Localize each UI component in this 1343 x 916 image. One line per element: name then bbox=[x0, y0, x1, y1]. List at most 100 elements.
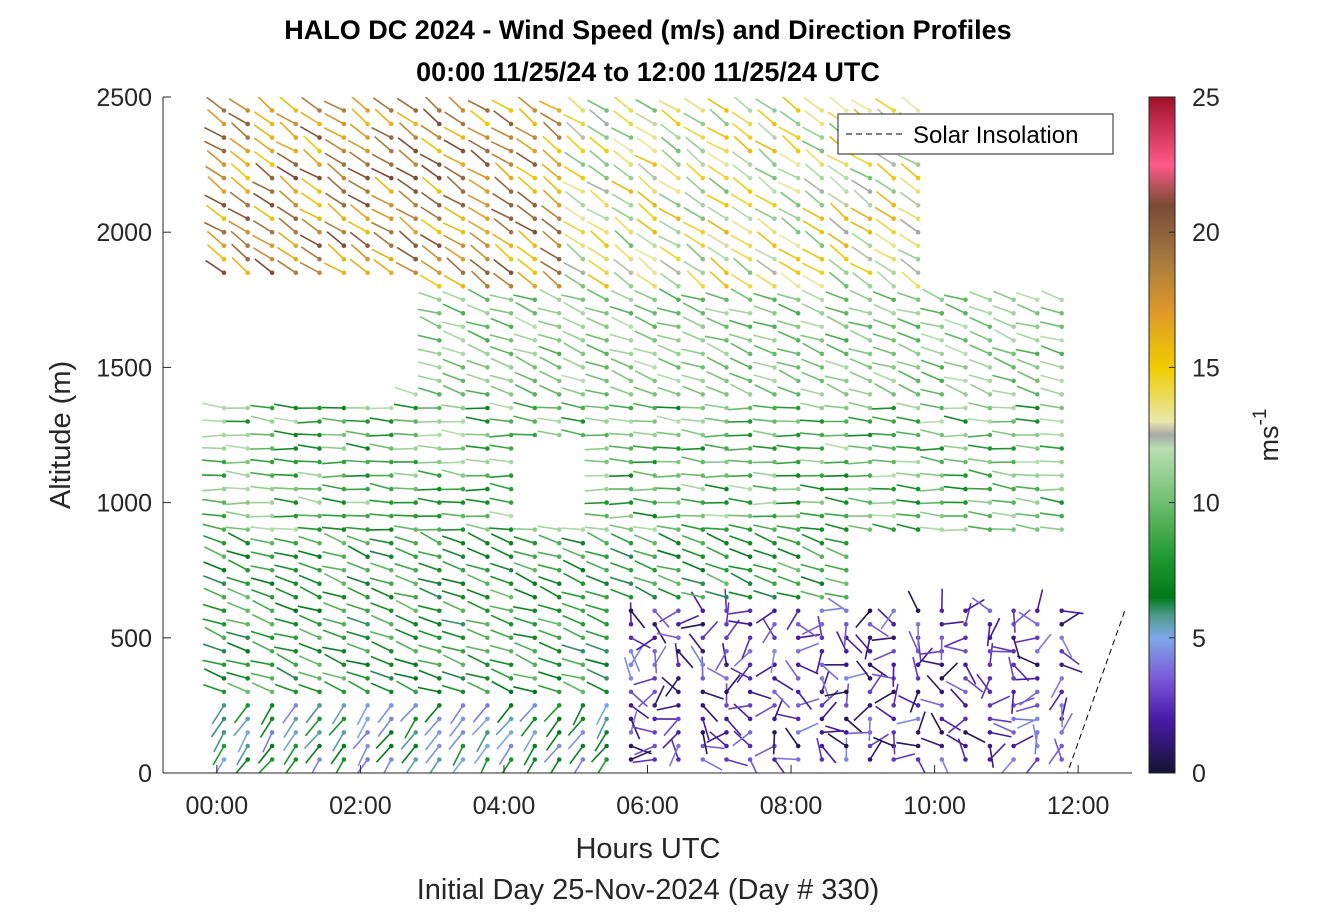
wind-barb-head bbox=[581, 622, 586, 627]
wind-barb-head bbox=[652, 203, 657, 208]
wind-barb-head bbox=[868, 649, 873, 654]
wind-barb-head bbox=[604, 419, 609, 424]
wind-barb-head bbox=[796, 581, 801, 586]
wind-barb-head bbox=[916, 325, 921, 330]
wind-barb-head bbox=[413, 460, 418, 465]
wind-barb bbox=[346, 515, 368, 516]
wind-barb-head bbox=[676, 149, 681, 154]
wind-barb-head bbox=[509, 500, 514, 505]
wind-barb-head bbox=[844, 203, 849, 208]
wind-barb-head bbox=[724, 271, 729, 276]
wind-barb-head bbox=[604, 352, 609, 357]
wind-barb-head bbox=[222, 636, 227, 641]
wind-barb-head bbox=[342, 419, 347, 424]
wind-barb-head bbox=[676, 189, 681, 194]
wind-barb-head bbox=[581, 581, 586, 586]
wind-barb-head bbox=[652, 379, 657, 384]
wind-barb-head bbox=[270, 230, 275, 235]
wind-barb-head bbox=[844, 392, 849, 397]
wind-barb-head bbox=[1059, 636, 1064, 641]
wind-barb-head bbox=[389, 149, 394, 154]
wind-barb-head bbox=[844, 500, 849, 505]
wind-barb-head bbox=[581, 162, 586, 167]
wind-barb-head bbox=[461, 757, 466, 762]
wind-barb-head bbox=[461, 500, 466, 505]
wind-barb-head bbox=[772, 230, 777, 235]
wind-barb-head bbox=[437, 311, 442, 316]
wind-barb-head bbox=[868, 108, 873, 113]
wind-barb-head bbox=[413, 649, 418, 654]
wind-barb-head bbox=[772, 311, 777, 316]
wind-barb bbox=[1040, 475, 1062, 476]
wind-barb-head bbox=[652, 108, 657, 113]
wind-barb-head bbox=[820, 757, 825, 762]
wind-barb-head bbox=[652, 338, 657, 343]
wind-barb-head bbox=[509, 473, 514, 478]
wind-barb-head bbox=[1059, 352, 1064, 357]
wind-barb-head bbox=[988, 703, 993, 708]
wind-barb-head bbox=[342, 703, 347, 708]
wind-barb-head bbox=[844, 176, 849, 181]
wind-barb-head bbox=[748, 352, 753, 357]
wind-barb-head bbox=[365, 230, 370, 235]
wind-barb-head bbox=[796, 690, 801, 695]
wind-barb-head bbox=[270, 676, 275, 681]
wind-barb-head bbox=[701, 609, 706, 614]
wind-barb-head bbox=[988, 717, 993, 722]
y-tick-label: 500 bbox=[110, 625, 152, 653]
wind-barb-head bbox=[868, 500, 873, 505]
wind-barb-head bbox=[652, 311, 657, 316]
wind-barb-head bbox=[317, 122, 322, 127]
wind-barb-head bbox=[509, 230, 514, 235]
wind-barb bbox=[776, 421, 798, 422]
wind-barb-head bbox=[294, 527, 299, 532]
wind-barb-head bbox=[533, 744, 538, 749]
wind-barb-head bbox=[270, 703, 275, 708]
wind-barb-head bbox=[509, 284, 514, 289]
wind-barb-head bbox=[629, 379, 634, 384]
wind-barb-head bbox=[1059, 514, 1064, 519]
wind-barb-head bbox=[891, 352, 896, 357]
wind-barb-head bbox=[437, 298, 442, 303]
wind-barb-head bbox=[294, 581, 299, 586]
wind-barb-head bbox=[222, 609, 227, 614]
wind-barb-head bbox=[676, 338, 681, 343]
wind-barb-head bbox=[557, 609, 562, 614]
wind-barb-head bbox=[557, 135, 562, 140]
wind-barb-head bbox=[317, 176, 322, 181]
wind-barb-head bbox=[940, 663, 945, 668]
wind-barb-head bbox=[581, 527, 586, 532]
wind-barb-head bbox=[604, 514, 609, 519]
wind-barb-head bbox=[724, 230, 729, 235]
wind-barb-head bbox=[652, 595, 657, 600]
wind-barb-head bbox=[365, 663, 370, 668]
wind-barb-head bbox=[1011, 311, 1016, 316]
wind-barb-head bbox=[772, 703, 777, 708]
wind-barb-head bbox=[748, 379, 753, 384]
wind-barb-head bbox=[844, 284, 849, 289]
wind-barb-head bbox=[629, 663, 634, 668]
wind-barb-head bbox=[916, 230, 921, 235]
wind-barb-head bbox=[485, 541, 490, 546]
wind-barb-head bbox=[509, 216, 514, 221]
wind-barb-head bbox=[1011, 352, 1016, 357]
wind-barb-head bbox=[317, 135, 322, 140]
wind-barb-head bbox=[413, 243, 418, 248]
wind-barb-head bbox=[437, 352, 442, 357]
wind-barb-head bbox=[245, 487, 250, 492]
wind-barb-head bbox=[676, 581, 681, 586]
wind-barb-head bbox=[461, 527, 466, 532]
wind-barb-head bbox=[868, 365, 873, 370]
wind-barb-head bbox=[604, 473, 609, 478]
wind-barb-head bbox=[533, 636, 538, 641]
wind-barb-head bbox=[652, 298, 657, 303]
wind-barb-head bbox=[963, 379, 968, 384]
wind-barb-head bbox=[245, 676, 250, 681]
wind-barb-head bbox=[461, 622, 466, 627]
wind-barb-head bbox=[820, 703, 825, 708]
wind-barb-head bbox=[844, 189, 849, 194]
wind-barb-head bbox=[557, 365, 562, 370]
wind-barb-head bbox=[891, 257, 896, 262]
wind-barb-head bbox=[796, 703, 801, 708]
wind-barb-head bbox=[676, 460, 681, 465]
